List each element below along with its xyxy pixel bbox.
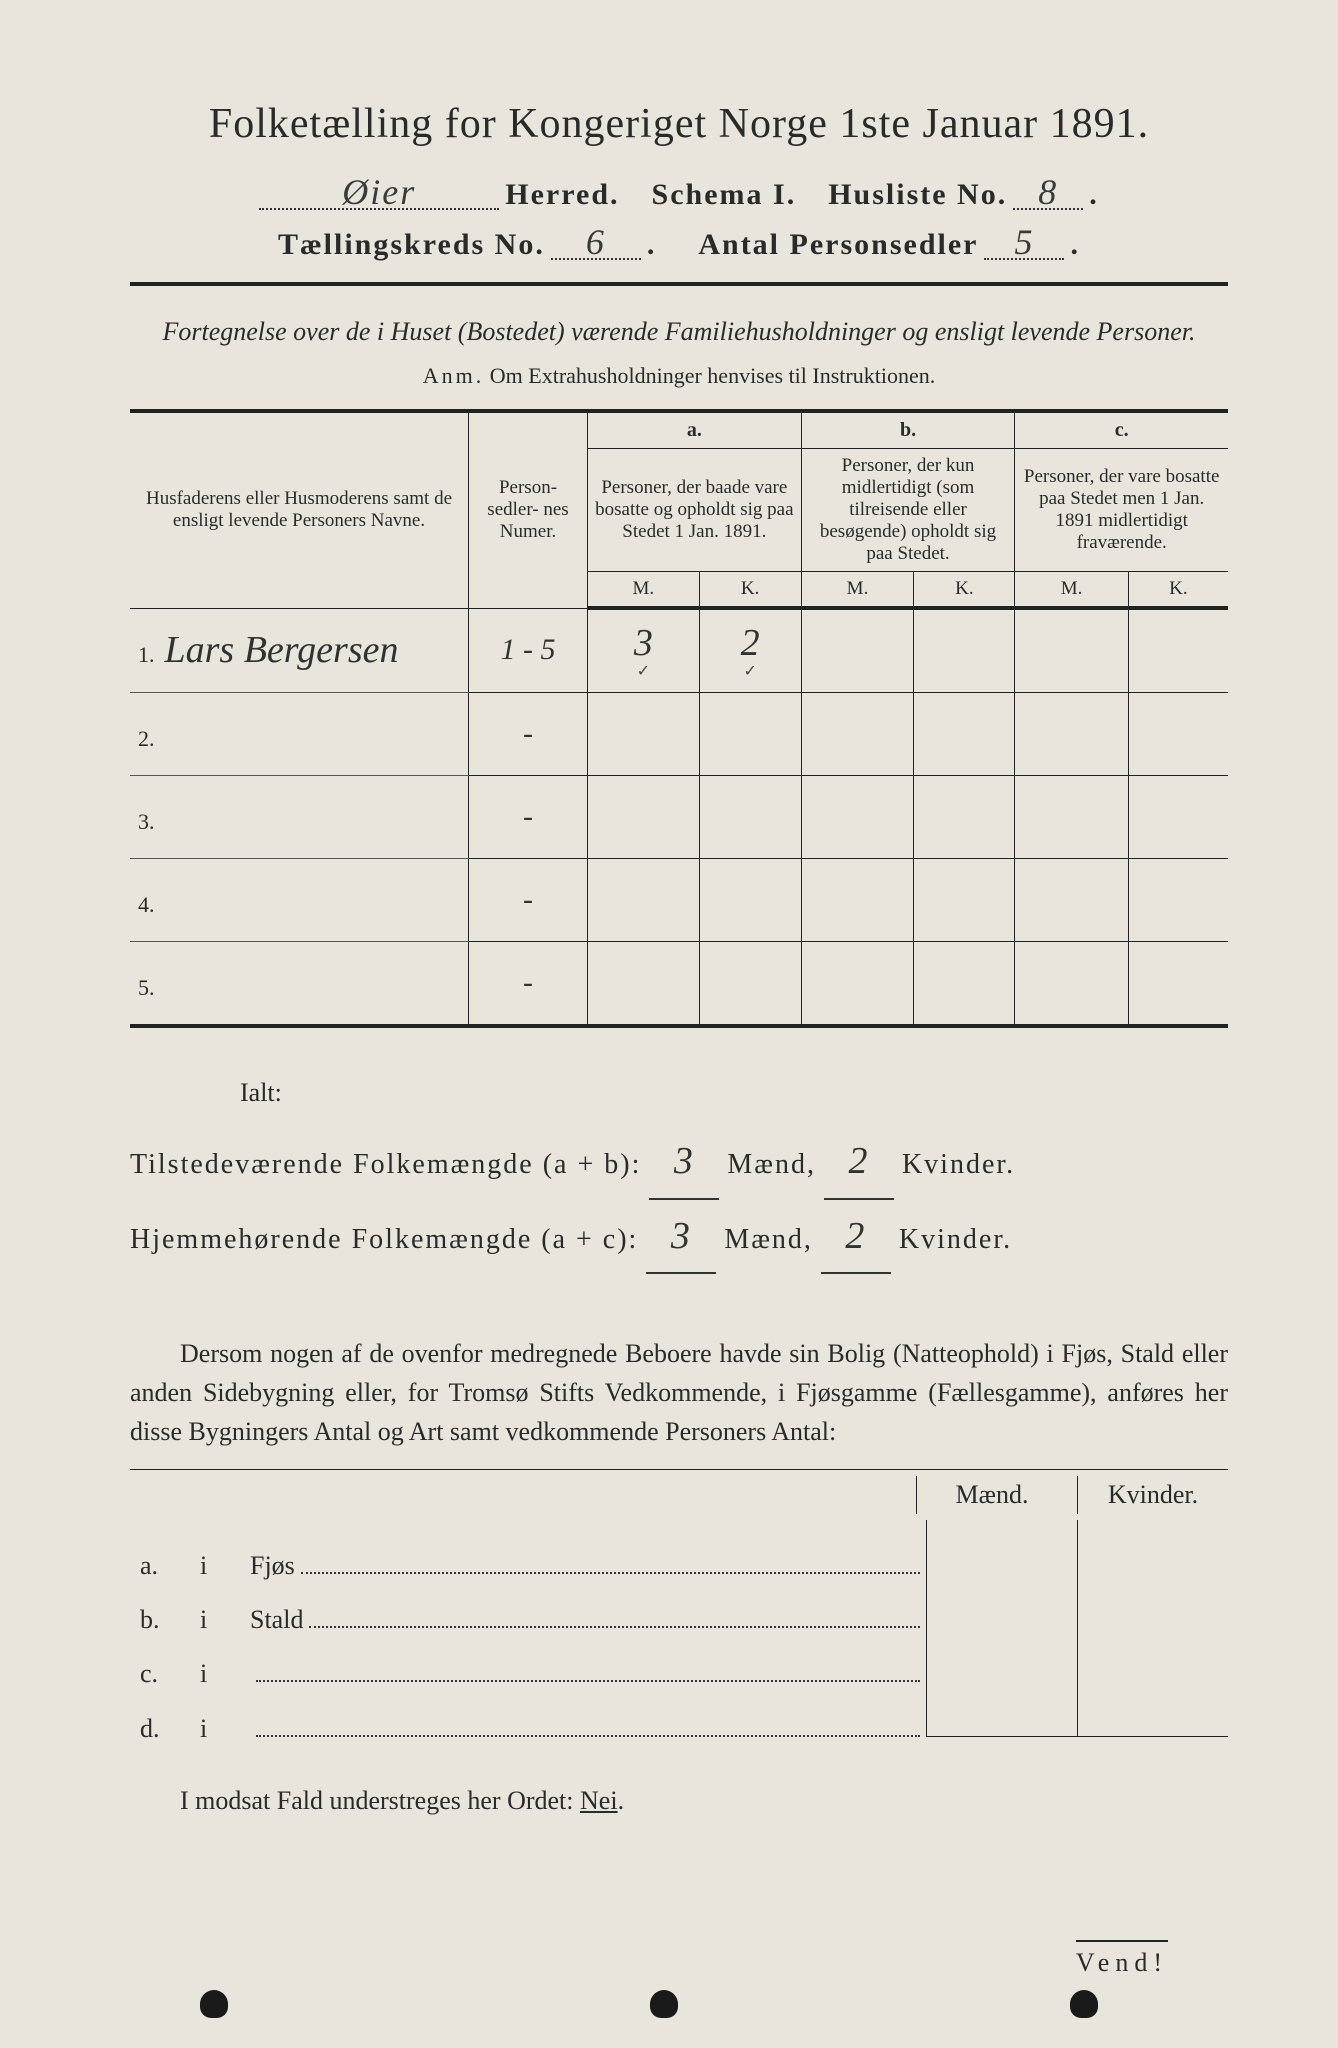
- sub-c-m: [926, 1628, 1077, 1682]
- paragraph: Dersom nogen af de ovenfor medregnede Be…: [130, 1334, 1228, 1451]
- ialt-label: Ialt:: [240, 1068, 1228, 1117]
- sub-b-label: b.: [130, 1605, 200, 1635]
- a-m: M.: [588, 572, 700, 609]
- c-m: M.: [1015, 572, 1128, 609]
- sub-i-2: i: [200, 1605, 250, 1635]
- col-num-header: Person- sedler- nes Numer.: [469, 411, 588, 608]
- totals-row-1: Tilstedeværende Folkemængde (a + b): 3 M…: [130, 1125, 1228, 1199]
- sub-d-m: [926, 1682, 1077, 1737]
- mk-m: Mænd.: [916, 1476, 1067, 1514]
- binding-pin-icon: [650, 1990, 678, 2018]
- anm-label: Anm.: [423, 363, 485, 388]
- sub-row-b: b. i Stald: [130, 1574, 1228, 1628]
- antal-label: Antal Personsedler: [698, 228, 978, 262]
- totals-row-2: Hjemmehørende Folkemængde (a + c): 3 Mæn…: [130, 1200, 1228, 1274]
- husliste-label: Husliste No.: [828, 178, 1007, 212]
- table-row: 4.-: [130, 859, 1228, 942]
- sub-c-label: c.: [130, 1659, 200, 1689]
- sub-row-c: c. i: [130, 1628, 1228, 1682]
- herred-label: Herred.: [505, 178, 619, 212]
- kreds-label: Tællingskreds No.: [278, 228, 545, 262]
- sub-b-k: [1077, 1574, 1228, 1628]
- col-c-text: Personer, der vare bosatte paa Stedet me…: [1015, 449, 1228, 572]
- main-table: Husfaderens eller Husmoderens samt de en…: [130, 409, 1228, 1028]
- maend-label-2: Mænd,: [724, 1213, 813, 1266]
- b-m: M.: [801, 572, 914, 609]
- kreds-value: 6: [551, 226, 641, 260]
- schema-label: Schema I.: [652, 178, 797, 212]
- col-a-text: Personer, der baade vare bosatte og opho…: [588, 449, 802, 572]
- hjemme-m: 3: [646, 1200, 716, 1274]
- nei-line: I modsat Fald understreges her Ordet: Ne…: [130, 1786, 1228, 1816]
- col-a-label: a.: [588, 411, 802, 449]
- mk-header: Mænd. Kvinder.: [130, 1469, 1228, 1514]
- table-row: 3.-: [130, 776, 1228, 859]
- col-b-label: b.: [801, 411, 1015, 449]
- kvinder-label: Kvinder.: [902, 1138, 1015, 1191]
- husliste-value: 8: [1013, 176, 1083, 210]
- caption: Fortegnelse over de i Huset (Bostedet) v…: [150, 314, 1208, 349]
- hjemme-k: 2: [821, 1200, 891, 1274]
- anm-text: Om Extrahusholdninger henvises til Instr…: [490, 363, 935, 388]
- sub-stald: Stald: [250, 1605, 303, 1635]
- c-k: K.: [1128, 572, 1228, 609]
- sub-row-a: a. i Fjøs: [130, 1520, 1228, 1574]
- sub-i: i: [200, 1551, 250, 1581]
- table-row: 5.-: [130, 942, 1228, 1027]
- tilstede-label: Tilstedeværende Folkemængde (a + b):: [130, 1138, 641, 1191]
- col-b-text: Personer, der kun midlertidigt (som tilr…: [801, 449, 1015, 572]
- sub-a-label: a.: [130, 1551, 200, 1581]
- dots: [301, 1546, 920, 1574]
- col-names-header: Husfaderens eller Husmoderens samt de en…: [130, 411, 469, 608]
- sub-c-k: [1077, 1628, 1228, 1682]
- table-row: 1.Lars Bergersen1 - 53✓2✓: [130, 608, 1228, 693]
- sub-i-4: i: [200, 1714, 250, 1744]
- sub-a-m: [926, 1520, 1077, 1574]
- binding-pin-icon: [1070, 1990, 1098, 2018]
- sub-list: a. i Fjøs b. i Stald c. i d. i: [130, 1520, 1228, 1736]
- antal-value: 5: [984, 226, 1064, 260]
- hjemme-label: Hjemmehørende Folkemængde (a + c):: [130, 1213, 638, 1266]
- header-line-1: Øier Herred. Schema I. Husliste No. 8 .: [130, 176, 1228, 212]
- vend-label: Vend!: [1076, 1940, 1168, 1978]
- sub-d-k: [1077, 1682, 1228, 1737]
- dots-3: [256, 1654, 920, 1682]
- kvinder-label-2: Kvinder.: [899, 1213, 1012, 1266]
- col-c-label: c.: [1015, 411, 1228, 449]
- tilstede-k: 2: [824, 1125, 894, 1199]
- nei-pre: I modsat Fald understreges her Ordet:: [180, 1786, 580, 1815]
- sub-row-d: d. i: [130, 1682, 1228, 1736]
- dots-4: [256, 1709, 920, 1737]
- sub-a-k: [1077, 1520, 1228, 1574]
- sub-d-label: d.: [130, 1714, 200, 1744]
- sub-fjos: Fjøs: [250, 1551, 295, 1581]
- binding-pin-icon: [200, 1990, 228, 2018]
- a-k: K.: [699, 572, 801, 609]
- header-line-2: Tællingskreds No. 6 . Antal Personsedler…: [130, 226, 1228, 262]
- herred-value: Øier: [259, 176, 499, 210]
- divider: [130, 282, 1228, 286]
- sub-i-3: i: [200, 1659, 250, 1689]
- maend-label: Mænd,: [727, 1138, 816, 1191]
- nei-word: Nei: [580, 1786, 618, 1815]
- sub-b-m: [926, 1574, 1077, 1628]
- b-k: K.: [914, 572, 1015, 609]
- table-row: 2.-: [130, 693, 1228, 776]
- mk-k: Kvinder.: [1077, 1476, 1228, 1514]
- dots-2: [309, 1600, 920, 1628]
- anm-line: Anm. Om Extrahusholdninger henvises til …: [130, 363, 1228, 389]
- totals-block: Ialt: Tilstedeværende Folkemængde (a + b…: [130, 1068, 1228, 1274]
- page-title: Folketælling for Kongeriget Norge 1ste J…: [130, 100, 1228, 148]
- tilstede-m: 3: [649, 1125, 719, 1199]
